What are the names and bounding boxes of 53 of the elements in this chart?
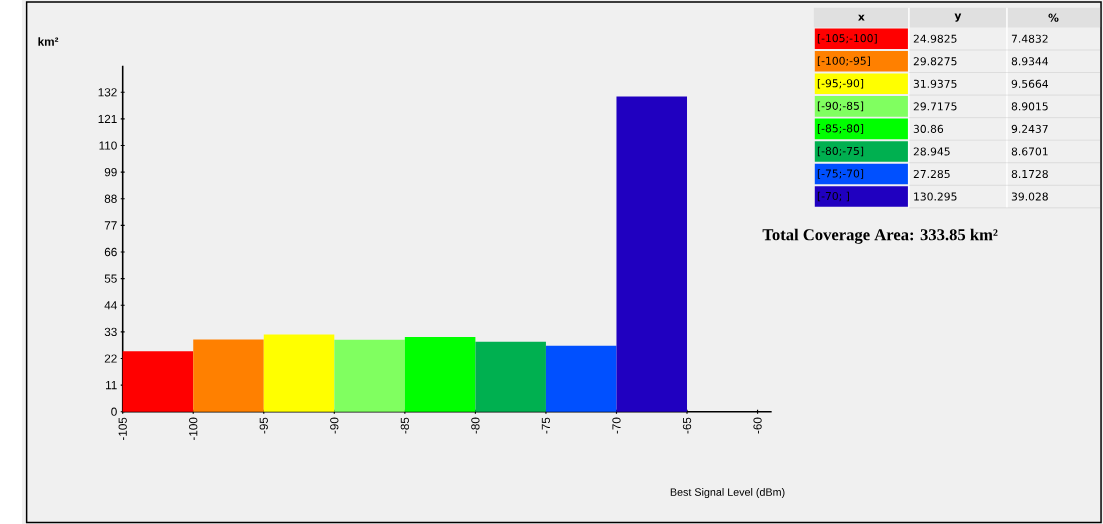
text: 8.6701 xyxy=(1011,147,1048,156)
text: 31.9375 xyxy=(913,79,957,88)
category-label: [-100;-95] xyxy=(817,56,870,66)
x-tick-label: -75 xyxy=(541,417,551,434)
x-tick-label: -90 xyxy=(330,417,339,434)
y-tick-label: 0 xyxy=(111,407,117,416)
text: 8.9015 xyxy=(1011,102,1048,111)
category-label: [-80;-75] xyxy=(817,146,864,157)
y-axis-title: km² xyxy=(38,36,59,46)
y-tick-label: 77 xyxy=(104,221,117,230)
category-label: [-75;-70] xyxy=(817,168,864,179)
x-tick-label: -100 xyxy=(189,417,198,440)
y-tick-label: 55 xyxy=(104,274,117,283)
y-tick-label: 132 xyxy=(98,87,117,97)
y-tick-label: 110 xyxy=(99,141,117,150)
text: 8.9344 xyxy=(1011,56,1049,66)
text: 7.4832 xyxy=(1011,34,1048,43)
category-label: [-70; ] xyxy=(817,191,849,202)
y-tick-label: 121 xyxy=(98,114,117,123)
y-tick-label: 44 xyxy=(104,301,117,310)
text: 29.7175 xyxy=(913,102,957,111)
y-tick-label: 88 xyxy=(104,194,117,203)
text: 9.5664 xyxy=(1011,79,1049,88)
x-tick-label: -70 xyxy=(612,417,621,434)
text: 27.285 xyxy=(913,169,950,178)
text: 30.86 xyxy=(913,124,944,133)
text: 9.2437 xyxy=(1011,124,1048,133)
text: 130.295 xyxy=(914,192,957,201)
text: 29.8275 xyxy=(913,56,957,66)
y-tick-label: 66 xyxy=(104,247,117,256)
category-label: [-105;-100] xyxy=(817,33,877,44)
y-tick-label: 22 xyxy=(104,354,117,363)
x-axis-title: Best Signal Level (dBm) xyxy=(670,487,785,498)
text: 28.945 xyxy=(913,147,950,156)
category-label: [-95;-90] xyxy=(817,78,864,89)
text: x xyxy=(858,14,865,21)
y-tick-label: 33 xyxy=(104,327,117,336)
x-tick-label: -65 xyxy=(682,417,692,434)
text: % xyxy=(1048,13,1059,22)
text: 39.028 xyxy=(1011,192,1048,201)
category-label: [-85;-80] xyxy=(817,123,864,134)
x-tick-label: -95 xyxy=(259,417,268,434)
x-tick-label: -85 xyxy=(400,417,409,434)
text: y xyxy=(954,13,962,22)
x-tick-label: -60 xyxy=(753,417,762,434)
y-tick-label: 11 xyxy=(106,380,117,389)
y-tick-label: 99 xyxy=(104,167,117,177)
text: 8.1728 xyxy=(1011,169,1048,178)
x-tick-label: -80 xyxy=(471,417,480,434)
annotation: Total Coverage Area: 333.85 km² xyxy=(762,228,998,244)
text: 24.9825 xyxy=(913,34,957,43)
category-label: [-90;-85] xyxy=(817,101,864,111)
x-tick-label: -105 xyxy=(118,417,127,440)
